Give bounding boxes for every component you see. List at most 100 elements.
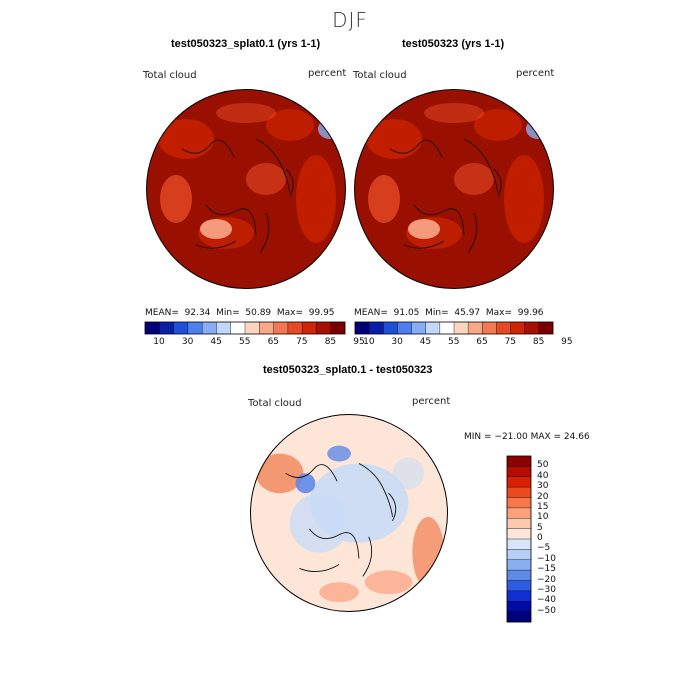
colorbar-tick-label: 65 [267,337,280,347]
colorbar-tick-label: 5 [537,522,543,533]
colorbar-swatch [397,322,412,334]
colorbar-swatch [316,322,332,334]
colorbar-swatch [259,322,274,334]
colorbar-swatch [369,322,384,334]
colorbar-swatch [507,528,531,540]
colorbar-swatch [507,559,531,571]
map-border [354,89,554,289]
colorbar-tick-label: 75 [296,337,308,347]
left-min-value: 50.89 [245,308,272,318]
map-field [250,414,448,612]
right-panel-title: test050323 (yrs 1-1) [402,38,505,50]
colorbar-tick-label: 10 [537,512,549,523]
colorbar-swatch [383,322,398,334]
colorbar-tick-label: −40 [537,595,556,606]
map-contour-patch [392,457,425,490]
colorbar-swatch [355,322,370,334]
coastline [358,463,394,518]
right-min-value: 45.97 [454,308,481,318]
colorbar-swatch [496,322,511,334]
left-max-value: 99.95 [308,308,335,318]
map-field [146,89,346,289]
coastline [403,240,445,249]
map-contour-patch [160,175,192,223]
coastline [493,168,502,198]
coastline [255,138,291,194]
colorbar-swatch [159,322,174,334]
coastline [413,204,465,236]
colorbar-tick-label: 85 [532,337,545,347]
colorbar-tick-label: 95 [353,337,365,347]
colorbar-swatch [507,580,531,592]
colorbar-swatch [510,322,526,334]
map-contour-patch [289,493,349,553]
right-variable-label: Total cloud [353,70,407,81]
colorbar-tick-label: 65 [476,337,488,347]
map-contour-patch [366,119,422,159]
right-colorbar [354,321,554,335]
map-contour-patch [266,109,314,141]
left-mean-value: 92.34 [184,308,211,318]
right-stats: MEAN= 91.05 Min= 45.97 Max= 99.96 [354,308,544,318]
colorbar-swatch [302,322,317,334]
colorbar-swatch [507,497,531,509]
left-stats: MEAN= 92.34 Min= 50.89 Max= 99.95 [145,308,335,318]
map-contour-patch [295,473,316,494]
colorbar-swatch [507,507,531,519]
left-mean-label: MEAN= [145,308,179,318]
left-colorbar [144,321,346,335]
coastline [285,464,338,482]
coastline [389,139,443,158]
map-contour-patch [158,119,214,159]
colorbar-swatch [439,322,455,334]
map-contour-patch [504,155,544,243]
colorbar-swatch [411,322,427,334]
colorbar-swatch [507,539,531,550]
colorbar-tick-label: 40 [537,470,549,481]
right-mean-label: MEAN= [354,308,388,318]
colorbar-tick-label: 95 [561,337,573,347]
colorbar-swatch [273,322,289,334]
colorbar-swatch [145,322,160,334]
colorbar-tick-label: 15 [537,501,549,512]
coastline [467,212,478,254]
colorbar-tick-label: 45 [419,337,432,347]
map-contour-patch [246,163,286,195]
right-min-label: Min= [425,308,449,318]
colorbar-tick-label: 30 [391,337,403,347]
diff-units-label: percent [412,396,451,407]
colorbar-tick-label: −10 [537,553,556,564]
map-contour-patch [364,570,413,595]
right-max-value: 99.96 [517,308,544,318]
colorbar-swatch [507,570,531,581]
left-max-label: Max= [276,308,304,318]
diff-polar-map [250,414,448,612]
colorbar-tick-label: 55 [448,337,460,347]
map-contour-patch [200,219,232,239]
colorbar-swatch [507,549,531,561]
colorbar-tick-label: −50 [537,605,556,616]
colorbar-swatch [507,601,531,612]
colorbar-swatch [216,322,232,334]
colorbar-swatch [507,466,531,478]
season-title: DJF [332,8,368,32]
colorbar-swatch [454,322,469,334]
coastline [463,138,499,194]
colorbar-swatch [173,322,189,334]
diff-variable-label: Total cloud [248,398,302,409]
coastline [388,492,397,522]
colorbar-swatch [425,322,441,334]
right-units-label: percent [516,68,555,79]
left-panel-title: test050323_splat0.1 (yrs 1-1) [171,38,321,50]
colorbar-tick-label: 50 [537,460,549,471]
left-units-label: percent [308,68,347,79]
map-contour-patch [216,103,276,123]
map-contour-patch [408,219,440,239]
colorbar-tick-label: 55 [239,337,251,347]
colorbar-tick-label: 45 [210,337,222,347]
coastline [259,212,270,254]
map-contour-patch [319,582,359,603]
colorbar-swatch [245,322,260,334]
diff-colorbar [506,455,532,623]
colorbar-swatch [287,322,303,334]
